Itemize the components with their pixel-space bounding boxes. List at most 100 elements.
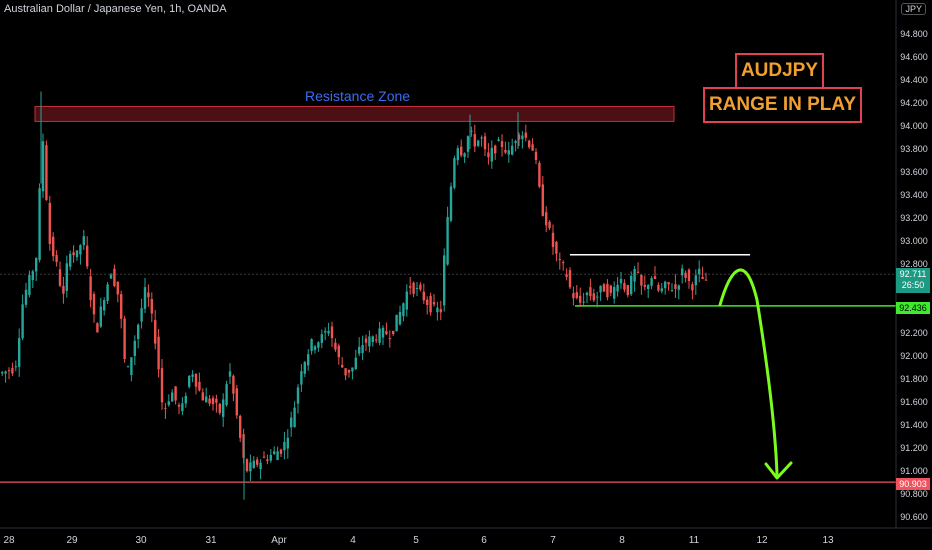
candle-body (157, 336, 160, 370)
candle-body (215, 398, 218, 403)
candle-body (150, 299, 153, 314)
candle-body (456, 148, 459, 161)
candle-body (640, 274, 643, 286)
candle-body (426, 299, 429, 305)
bar-countdown: 26:50 (901, 280, 925, 290)
time-tick-label: 30 (135, 535, 147, 546)
candle-body (327, 330, 330, 334)
price-tick-label: 94.200 (900, 98, 928, 108)
candle-body (120, 294, 123, 319)
candle-body (266, 459, 269, 462)
price-tick-label: 91.600 (900, 397, 928, 407)
price-tick-label: 93.200 (900, 213, 928, 223)
price-tick-label: 91.400 (900, 420, 928, 430)
candle-body (480, 137, 483, 139)
candle-body (21, 304, 24, 339)
candle-body (300, 371, 303, 385)
candle-body (589, 287, 592, 297)
candle-body (531, 144, 534, 151)
candle-body (449, 186, 453, 221)
candle-body (113, 268, 116, 287)
candle-body (385, 331, 388, 335)
candle-body (541, 184, 544, 216)
price-axis: 94.800 94.600 94.400 94.200 94.000 93.800 93.6… (895, 0, 928, 528)
candle-body (86, 245, 89, 267)
candle-body (677, 285, 680, 290)
candle-body (228, 371, 232, 377)
resistance-zone (34, 105, 675, 122)
candle-body (517, 134, 521, 140)
price-tick-label: 93.400 (900, 190, 928, 200)
time-tick-label: 8 (619, 535, 625, 546)
candle-body (579, 295, 582, 303)
candle-body (45, 145, 48, 200)
candle-body (358, 346, 361, 354)
symbol-callout: AUDJPY (735, 53, 824, 89)
time-tick-label: 5 (413, 535, 419, 546)
candle-body (364, 338, 368, 343)
candle-body (252, 460, 255, 468)
candle-body (194, 373, 198, 387)
candle-body (477, 140, 480, 146)
candle-body (630, 275, 633, 295)
candle-body (361, 345, 364, 353)
candle-body (303, 362, 306, 374)
time-tick-label: 28 (3, 535, 15, 546)
candle-body (483, 136, 487, 150)
price-tick-label: 90.800 (900, 489, 928, 499)
candle-body (75, 250, 79, 258)
candle-body (446, 216, 449, 265)
price-tick-label: 91.200 (900, 443, 928, 453)
candle-body (412, 282, 415, 294)
candle-body (38, 188, 41, 260)
candle-body (14, 366, 17, 368)
candle-body (599, 285, 602, 293)
candle-body (65, 263, 68, 291)
candle-body (521, 135, 524, 140)
candle-body (293, 407, 296, 428)
candle-body (225, 384, 228, 406)
candle-body (31, 271, 34, 281)
candle-body (667, 282, 670, 285)
time-tick-label: 12 (756, 535, 768, 546)
candle-body (592, 293, 595, 301)
candle-body (334, 342, 337, 350)
candle-body (320, 334, 323, 343)
candle-body (402, 303, 405, 317)
candle-body (344, 368, 347, 376)
candle-body (585, 292, 589, 296)
candle-body (534, 151, 538, 160)
candle-body (419, 284, 422, 290)
currency-label[interactable]: JPY (901, 3, 926, 15)
candle-body (4, 371, 7, 374)
candle-body (283, 441, 286, 451)
price-tick-label: 92.000 (900, 351, 928, 361)
resistance-zone-label: Resistance Zone (305, 88, 411, 104)
projection-arrow (718, 268, 779, 476)
candle-body (371, 336, 374, 342)
candle-body (7, 370, 11, 372)
candle-body (432, 302, 436, 305)
candle-body (415, 288, 419, 290)
candle-body (698, 268, 701, 275)
candle-body (256, 459, 259, 465)
candle-body (201, 392, 204, 401)
candle-body (568, 270, 572, 288)
candle-body (160, 368, 164, 403)
candle-body (674, 284, 677, 289)
candle-body (48, 202, 51, 244)
candle-body (466, 136, 470, 152)
candle-body (130, 357, 133, 376)
candlestick-series (1, 91, 708, 500)
candle-body (582, 301, 585, 303)
candle-body (354, 357, 357, 370)
candle-body (92, 293, 96, 315)
candle-body (307, 354, 310, 366)
current-price-tag: 92.711 26:50 (896, 268, 930, 293)
candle-body (636, 271, 640, 273)
candle-body (286, 437, 289, 449)
candle-body (643, 285, 646, 287)
candle-body (487, 152, 490, 158)
price-tick-label: 93.000 (900, 236, 928, 246)
